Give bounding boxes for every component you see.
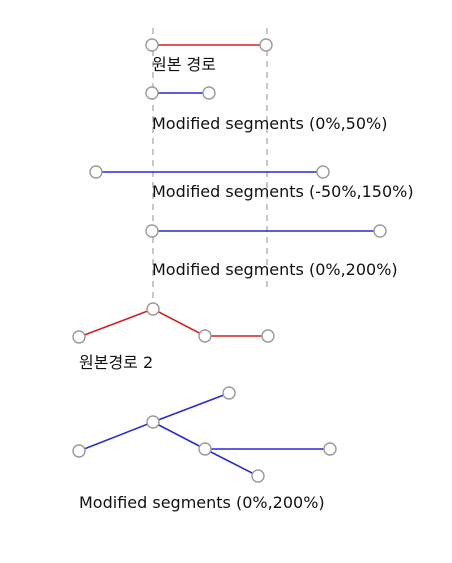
node-point (198, 329, 212, 343)
modified-segment (204, 448, 259, 477)
modified-segment (78, 421, 154, 452)
node-point (146, 415, 160, 429)
node-point (259, 38, 273, 52)
node-point (261, 329, 275, 343)
label-original-path-2: 원본경로 2 (79, 353, 153, 372)
node-point (72, 444, 86, 458)
modified-path-0-50 (145, 86, 216, 100)
modified-segment (152, 421, 206, 450)
label-modified-0-200-a: Modified segments (0%,200%) (152, 260, 398, 279)
node-point (222, 386, 236, 400)
node-point (146, 302, 160, 316)
modified-path-0-200-b (72, 386, 337, 483)
label-original-path: 원본 경로 (152, 55, 216, 74)
node-point (145, 38, 159, 52)
node-point (323, 442, 337, 456)
modified-path-0-200-a (145, 224, 387, 238)
node-point (145, 224, 159, 238)
node-point (316, 165, 330, 179)
original-path (145, 38, 273, 52)
node-point (198, 442, 212, 456)
node-point (251, 469, 265, 483)
original-segment (78, 308, 268, 338)
label-modified-0-200-b: Modified segments (0%,200%) (79, 493, 325, 512)
original-path-2 (72, 302, 275, 344)
label-modified-0-50: Modified segments (0%,50%) (152, 114, 387, 133)
node-point (72, 330, 86, 344)
label-modified-neg50-150: Modified segments (-50%,150%) (152, 182, 414, 201)
modified-segment (152, 392, 230, 423)
modified-path-neg50-150 (89, 165, 330, 179)
node-point (202, 86, 216, 100)
node-point (145, 86, 159, 100)
node-point (89, 165, 103, 179)
node-point (373, 224, 387, 238)
